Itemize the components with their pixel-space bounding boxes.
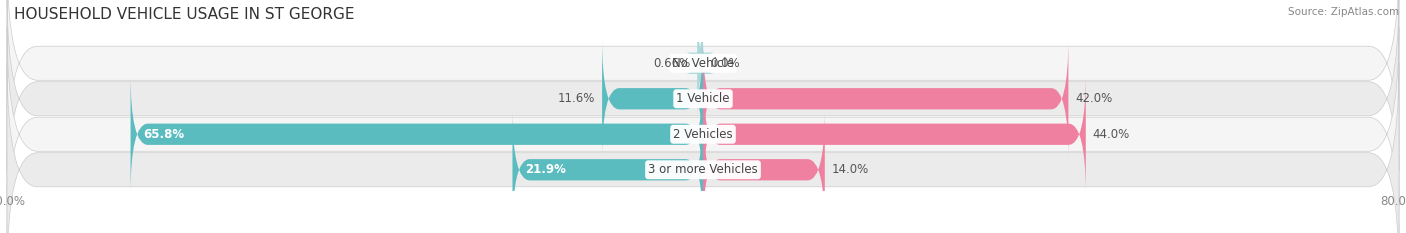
Text: 0.66%: 0.66%: [652, 57, 690, 70]
Text: No Vehicle: No Vehicle: [672, 57, 734, 70]
FancyBboxPatch shape: [602, 38, 703, 159]
FancyBboxPatch shape: [686, 3, 714, 123]
Text: 3 or more Vehicles: 3 or more Vehicles: [648, 163, 758, 176]
Text: 1 Vehicle: 1 Vehicle: [676, 92, 730, 105]
FancyBboxPatch shape: [703, 38, 1069, 159]
Text: Source: ZipAtlas.com: Source: ZipAtlas.com: [1288, 7, 1399, 17]
FancyBboxPatch shape: [7, 0, 1399, 171]
FancyBboxPatch shape: [512, 110, 703, 230]
FancyBboxPatch shape: [7, 0, 1399, 206]
FancyBboxPatch shape: [131, 74, 703, 195]
Text: 44.0%: 44.0%: [1092, 128, 1130, 141]
FancyBboxPatch shape: [7, 27, 1399, 233]
Text: 11.6%: 11.6%: [558, 92, 595, 105]
FancyBboxPatch shape: [703, 110, 825, 230]
Text: 14.0%: 14.0%: [832, 163, 869, 176]
Text: 21.9%: 21.9%: [526, 163, 567, 176]
Text: 65.8%: 65.8%: [143, 128, 184, 141]
Text: 42.0%: 42.0%: [1076, 92, 1112, 105]
Text: 0.0%: 0.0%: [710, 57, 740, 70]
Text: 2 Vehicles: 2 Vehicles: [673, 128, 733, 141]
FancyBboxPatch shape: [7, 62, 1399, 233]
Text: HOUSEHOLD VEHICLE USAGE IN ST GEORGE: HOUSEHOLD VEHICLE USAGE IN ST GEORGE: [14, 7, 354, 22]
FancyBboxPatch shape: [703, 74, 1085, 195]
